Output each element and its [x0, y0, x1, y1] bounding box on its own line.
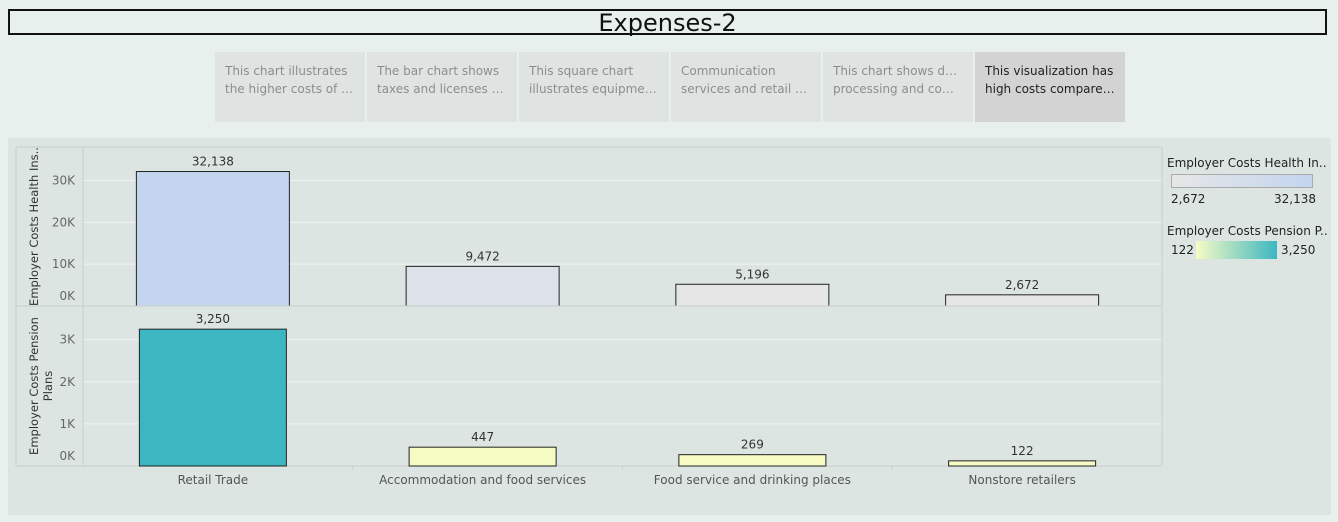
y-axis-title: Plans — [41, 371, 55, 401]
story-tabs: This chart illustrates the higher costs o… — [215, 52, 1127, 122]
x-tick-label: Food service and drinking places — [654, 473, 851, 487]
y-tick-label: 3K — [59, 333, 76, 347]
legend-pension-title: Employer Costs Pension P.. — [1167, 224, 1328, 238]
y-tick-label: 20K — [52, 215, 76, 229]
story-tab-5[interactable]: This chart shows data processing and comp… — [823, 52, 973, 122]
story-tab-2[interactable]: The bar chart shows taxes and licenses ba… — [367, 52, 517, 122]
legend-health: Employer Costs Health In.. 2,672 32,138 — [1167, 156, 1327, 208]
y-tick-label: 0K — [59, 449, 76, 463]
x-tick-label: Retail Trade — [178, 473, 249, 487]
x-tick-label: Accommodation and food services — [379, 473, 586, 487]
data-label: 32,138 — [192, 155, 234, 169]
data-label: 5,196 — [735, 267, 769, 281]
data-label: 2,672 — [1005, 278, 1039, 292]
legend-pension-range: 122 3,250 — [1167, 241, 1332, 261]
dashboard-title: Expenses-2 — [8, 9, 1327, 35]
legend-health-range: 2,672 32,138 — [1167, 192, 1327, 208]
story-tab-4[interactable]: Communication services and retail tra.. — [671, 52, 821, 122]
legend-health-min: 2,672 — [1171, 192, 1206, 206]
y-axis-title: Employer Costs Pension — [27, 317, 41, 455]
story-tab-6[interactable]: This visualization has high costs compare… — [975, 52, 1125, 122]
data-label: 3,250 — [196, 312, 230, 326]
story-tab-1[interactable]: This chart illustrates the higher costs o… — [215, 52, 365, 122]
bar — [948, 460, 1097, 467]
bar — [408, 446, 557, 467]
data-label: 122 — [1011, 444, 1034, 458]
x-tick-label: Nonstore retailers — [968, 473, 1075, 487]
y-tick-label: 0K — [59, 289, 76, 303]
data-label: 9,472 — [465, 249, 499, 263]
bar — [135, 171, 290, 307]
legend-health-ramp — [1171, 174, 1313, 188]
legend-pension-ramp — [1196, 241, 1277, 259]
data-label: 269 — [741, 438, 764, 452]
legend-pension: Employer Costs Pension P.. 122 3,250 — [1167, 224, 1332, 261]
y-axis-title: Employer Costs Health Ins.. — [27, 147, 41, 306]
y-tick-label: 2K — [59, 375, 76, 389]
bar — [678, 454, 827, 467]
legend-pension-max: 3,250 — [1281, 243, 1316, 257]
y-tick-label: 30K — [52, 173, 76, 187]
data-label: 447 — [471, 430, 494, 444]
story-tab-3[interactable]: This square chart illustrates equipment.. — [519, 52, 669, 122]
bar — [675, 283, 830, 307]
legend-health-title: Employer Costs Health In.. — [1167, 156, 1327, 170]
y-tick-label: 10K — [52, 257, 76, 271]
bar — [945, 294, 1100, 307]
legend-health-max: 32,138 — [1274, 192, 1316, 206]
bar — [138, 328, 287, 467]
y-tick-label: 1K — [59, 417, 76, 431]
bar — [405, 265, 560, 307]
legend-pension-min: 122 — [1171, 243, 1194, 257]
